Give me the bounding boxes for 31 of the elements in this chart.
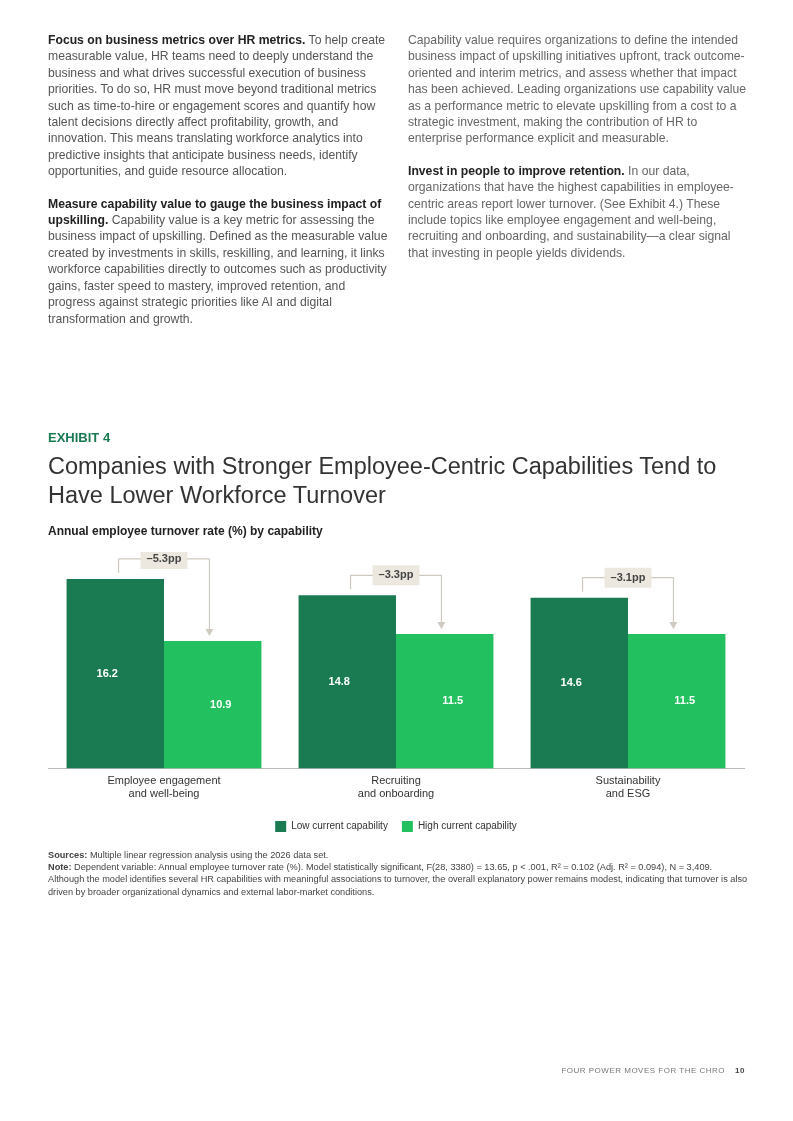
text: Note: Dependent variable: Annual employee turnover rate (%). Model statistically significant, F(28, 3380) = 13.65, p < .001, R² = 0.102 (Adj. R² = 0.094), N = 3,409. Although the model identifies several HR capabilities with meaningful associations to turnover, the overall explanatory power remains modest, indicating that turnover is also driven by broader organizational dynamics and external labor-market conditions. xyxy=(48,861,748,898)
text: EXHIBIT 4 xyxy=(48,430,111,445)
x-tick-label: Sustainability and ESG xyxy=(595,774,661,800)
chart-subtitle: Annual employee turnover rate (%) by capability xyxy=(48,524,323,538)
text: Capability value requires organizations to define the intended business impact of upskilling initiatives upfront, track outcome-oriented and interim metrics, and assess whether that impact has been achieved. Leading organizations use capability value as a performance metric to elevate upskilling from a cost to a strategic investment, making the contribution of HR to enterprise performance explicit and measurable. xyxy=(408,32,748,147)
bar xyxy=(164,641,262,769)
text: FOUR POWER MOVES FOR THE CHRO xyxy=(561,1066,726,1075)
x-tick-label: Employee engagement and well-being xyxy=(107,774,221,800)
bar xyxy=(66,578,164,769)
annotation: –3.1pp xyxy=(610,570,646,583)
legend-label: High current capability xyxy=(417,820,517,832)
data-label: 16.2 xyxy=(96,666,118,679)
data-label: 11.5 xyxy=(442,694,464,707)
bar xyxy=(530,597,628,769)
bar xyxy=(396,633,494,769)
legend-label: Low current capability xyxy=(291,820,388,832)
data-label: 10.9 xyxy=(210,697,232,710)
bar xyxy=(298,595,396,769)
bar xyxy=(628,633,726,769)
data-label: 14.6 xyxy=(560,676,582,689)
text: 10 xyxy=(735,1066,745,1075)
data-label: 14.8 xyxy=(328,675,350,688)
x-tick-label: Recruiting and onboarding xyxy=(357,774,435,800)
text: Focus on business metrics over HR metrics. To help create measurable value, HR teams need to deeply understand the business and what drives successful execution of business priorities. To do so, HR must move beyond traditional metrics such as time-to-hire or engagement scores and quantify how talent decisions directly affect profitability, growth, and innovation. This means translating workforce analytics into predictive insights that anticipate business needs, identify opportunities, and guide resource allocation. xyxy=(48,33,386,179)
chart-title: Companies with Stronger Employee-Centric Capabilities Tend to Have Lower Workforce Turnover xyxy=(48,452,718,510)
data-label: 11.5 xyxy=(674,694,696,707)
source-note: Sources: Multiple linear regression analysis using the 2026 data set. xyxy=(48,849,330,862)
text: Measure capability value to gauge the business impact of upskilling. Capability value is a key metric for assessing the business impact of upskilling. Defined as the measurable value created by investments in skills, reskilling, and learning, it links workforce capabilities directly to outcomes such as productivity gains, faster speed to mastery, improved retention, and progress against strategic priorities like AI and digital transformation and growth. xyxy=(48,196,388,326)
annotation: –3.3pp xyxy=(378,568,414,581)
text: Invest in people to improve retention. In our data, organizations that have the highest capabilities in employee-centric areas report lower turnover. (See Exhibit 4.) These include topics like employee engagement and well-being, recruiting and onboarding, and sustainability—a clear signal that investing in people yields dividends. xyxy=(408,162,735,262)
text: –5.3pp xyxy=(146,551,182,564)
